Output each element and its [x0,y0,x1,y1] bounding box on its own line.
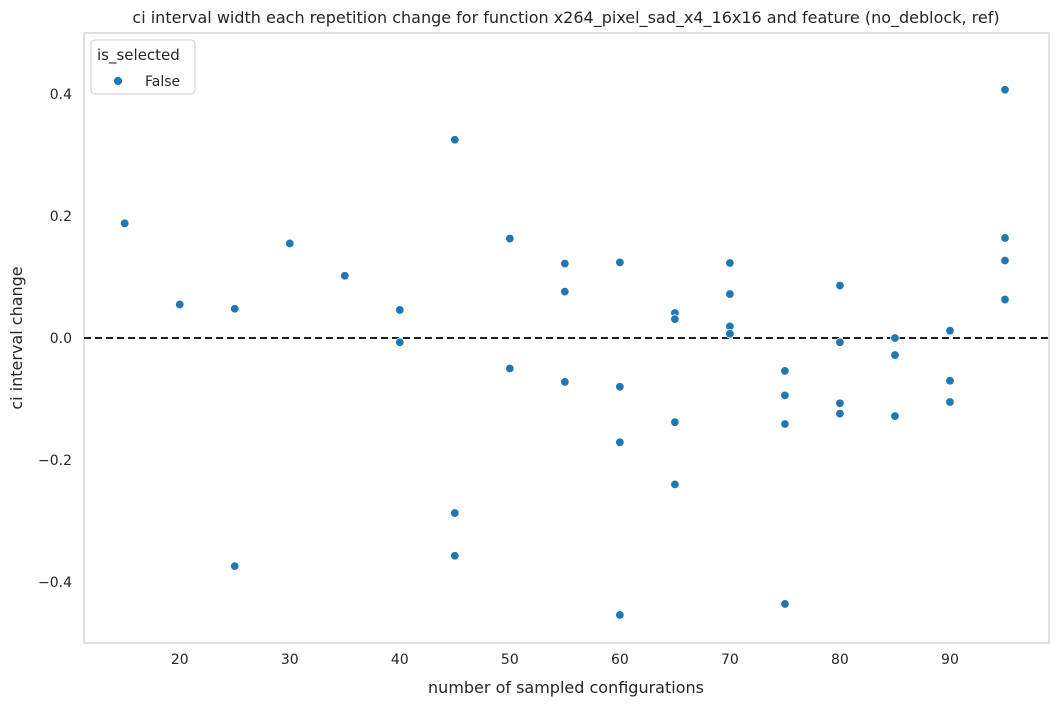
data-point [890,411,900,421]
y-tick-label: −0.4 [38,575,72,591]
data-point [230,304,240,314]
data-point [120,218,130,229]
data-point [450,135,460,145]
data-point [560,286,570,297]
data-point [560,377,570,387]
y-tick-label: 0.4 [50,87,72,103]
data-point [835,337,845,347]
data-point [1000,85,1010,95]
data-point [1000,233,1010,243]
data-point [945,397,955,407]
legend-marker-false [113,76,123,86]
data-point [175,299,185,310]
data-points [120,85,1010,620]
data-point [560,258,570,269]
data-point [1000,255,1010,266]
legend: is_selected False [90,39,196,95]
x-tick-label: 30 [281,652,299,668]
data-point [725,258,735,268]
data-point [780,419,790,429]
data-point [230,561,240,571]
x-axis-label: number of sampled configurations [428,678,704,697]
x-axis: 20 30 40 50 60 70 80 90 [171,652,959,668]
data-point [340,271,350,281]
data-point [890,350,900,360]
x-tick-label: 50 [501,652,519,668]
data-point [615,610,625,620]
data-point [835,398,845,408]
x-tick-label: 60 [611,652,629,668]
x-tick-label: 20 [171,652,189,668]
data-point [505,363,515,374]
data-point [835,280,845,291]
data-point [780,599,790,609]
data-point [615,382,625,392]
data-point [450,508,460,518]
data-point [670,479,680,490]
data-point [835,408,845,419]
data-point [670,314,680,324]
data-point [780,366,790,376]
x-tick-label: 80 [831,652,849,668]
data-point [450,551,460,561]
data-point [505,233,515,244]
data-point [670,417,680,427]
x-tick-label: 70 [721,652,739,668]
data-point [945,325,955,336]
data-point [725,289,735,299]
data-point [395,337,405,347]
x-tick-label: 90 [941,652,959,668]
y-tick-label: 0.0 [50,331,72,347]
data-point [945,376,955,386]
y-axis: 0.4 0.2 0.0 −0.2 −0.4 [38,87,72,591]
y-tick-label: −0.2 [38,453,72,469]
y-tick-label: 0.2 [50,209,72,225]
legend-title: is_selected [97,46,180,65]
data-point [395,305,405,315]
chart-title: ci interval width each repetition change… [132,8,999,28]
data-point [1000,294,1010,305]
data-point [615,257,625,268]
data-point [285,238,295,249]
data-point [615,437,625,448]
data-point [780,390,790,401]
data-point [725,329,735,339]
data-point [890,333,900,343]
y-axis-label: ci interval change [7,266,26,409]
legend-entry-false: False [145,74,180,90]
x-tick-label: 40 [391,652,409,668]
